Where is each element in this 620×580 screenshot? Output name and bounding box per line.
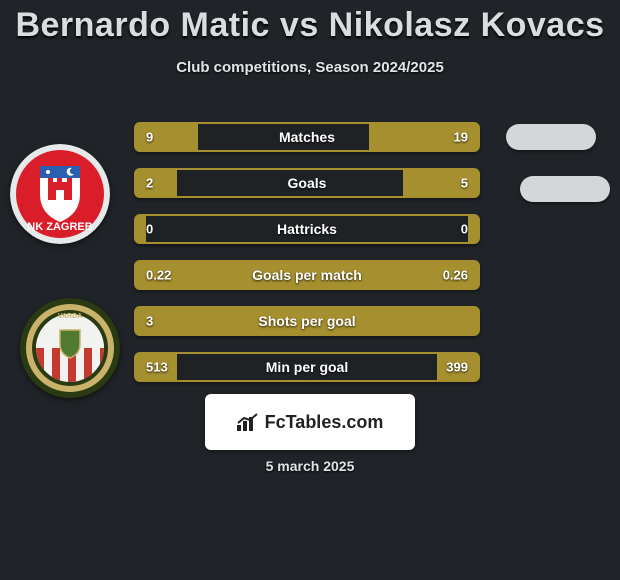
metric-value-left: 3 bbox=[146, 314, 153, 329]
metric-fill-left bbox=[136, 170, 177, 196]
metric-fill-right bbox=[468, 216, 478, 242]
metric-value-left: 0.22 bbox=[146, 268, 171, 283]
subtitle: Club competitions, Season 2024/2025 bbox=[0, 59, 620, 76]
metric-label: Min per goal bbox=[266, 359, 348, 375]
metric-label: Hattricks bbox=[277, 221, 337, 237]
metric-value-right: 0 bbox=[461, 222, 468, 237]
metric-value-left: 0 bbox=[146, 222, 153, 237]
date-label: 5 march 2025 bbox=[266, 458, 355, 474]
brand-chart-icon bbox=[237, 413, 259, 431]
metric-value-right: 19 bbox=[454, 130, 468, 145]
metric-row: 3 Shots per goal bbox=[134, 306, 480, 336]
metric-row: 513 399 Min per goal bbox=[134, 352, 480, 382]
crest-bottom-svg: VARDA bbox=[20, 298, 120, 398]
metric-label: Shots per goal bbox=[258, 313, 355, 329]
svg-text:VARDA: VARDA bbox=[58, 313, 82, 320]
metric-value-left: 2 bbox=[146, 176, 153, 191]
club-crest-bottom: VARDA bbox=[20, 298, 120, 398]
metric-value-right: 5 bbox=[461, 176, 468, 191]
metric-value-left: 9 bbox=[146, 130, 153, 145]
metric-row: 0 0 Hattricks bbox=[134, 214, 480, 244]
metric-fill-left bbox=[136, 216, 146, 242]
metric-label: Goals per match bbox=[252, 267, 362, 283]
brand-badge[interactable]: FcTables.com bbox=[205, 394, 415, 450]
svg-text:NK ZAGREB: NK ZAGREB bbox=[27, 221, 92, 233]
metric-value-right: 399 bbox=[446, 360, 468, 375]
player-indicator-right-1 bbox=[506, 124, 596, 150]
metric-row: 9 19 Matches bbox=[134, 122, 480, 152]
metric-row: 0.22 0.26 Goals per match bbox=[134, 260, 480, 290]
brand-text: FcTables.com bbox=[265, 412, 384, 433]
metric-value-right: 0.26 bbox=[443, 268, 468, 283]
metric-label: Matches bbox=[279, 129, 335, 145]
metric-value-left: 513 bbox=[146, 360, 168, 375]
crest-left-svg: NK ZAGREB bbox=[10, 144, 110, 244]
club-crest-left: NK ZAGREB bbox=[10, 144, 110, 244]
page-title: Bernardo Matic vs Nikolasz Kovacs bbox=[0, 0, 620, 45]
stats-comparison-card: Bernardo Matic vs Nikolasz Kovacs Club c… bbox=[0, 0, 620, 580]
player-indicator-right-2 bbox=[520, 176, 610, 202]
metric-bars: 9 19 Matches 2 5 Goals 0 0 Hattricks 0.22 0.26 Goal… bbox=[134, 122, 480, 398]
metric-label: Goals bbox=[288, 175, 327, 191]
metric-row: 2 5 Goals bbox=[134, 168, 480, 198]
